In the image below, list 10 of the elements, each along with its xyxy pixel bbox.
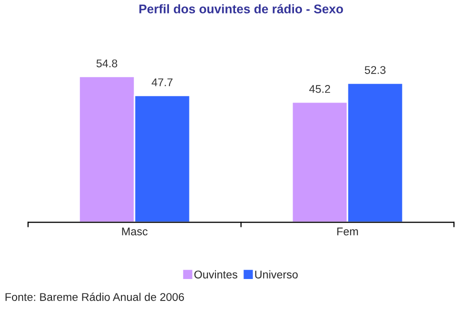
chart-title: Perfil dos ouvintes de rádio - Sexo xyxy=(139,4,343,14)
source-note: Fonte: Bareme Rádio Anual de 2006 xyxy=(6,292,184,301)
legend-label: Universo xyxy=(255,270,298,278)
data-label: 45.2 xyxy=(309,85,330,93)
data-label: 47.7 xyxy=(152,78,172,86)
x-tick-label: Masc xyxy=(122,228,148,236)
x-tick-label: Fem xyxy=(337,228,358,236)
legend-label: Ouvintes xyxy=(194,270,238,278)
data-label: 54.8 xyxy=(96,59,118,68)
data-label: 52.3 xyxy=(364,66,386,74)
